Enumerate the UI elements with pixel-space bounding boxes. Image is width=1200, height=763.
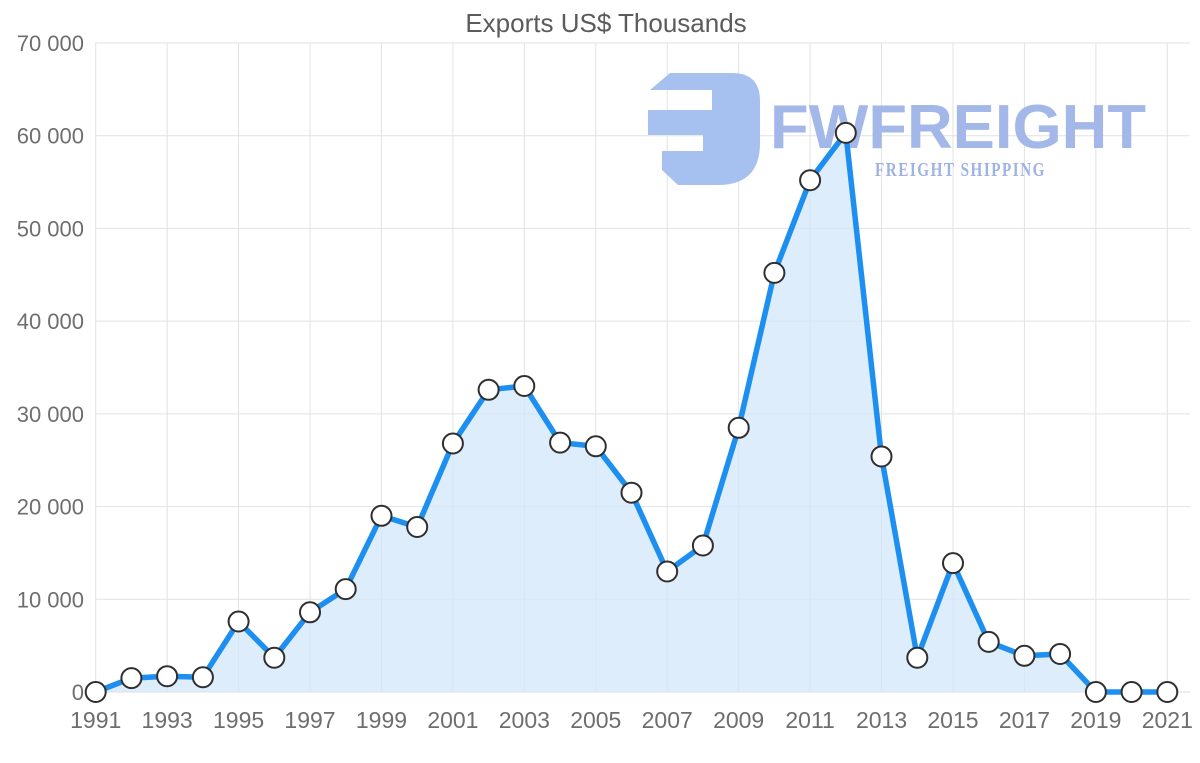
data-point <box>763 261 786 284</box>
data-point <box>441 432 464 455</box>
data-point <box>620 481 643 504</box>
x-tick-label: 1991 <box>70 707 121 733</box>
data-point-markers <box>84 121 1179 703</box>
data-point <box>656 560 679 583</box>
x-tick-label: 2009 <box>713 707 764 733</box>
x-tick-label: 2021 <box>1142 707 1193 733</box>
data-point <box>584 435 607 458</box>
data-point <box>370 504 393 527</box>
watermark: FWFREIGHT FREIGHT SHIPPING <box>648 73 1146 185</box>
data-point <box>549 431 572 454</box>
data-point <box>299 601 321 624</box>
x-tick-label: 2015 <box>927 707 978 733</box>
x-tick-label: 2003 <box>499 707 550 733</box>
data-point <box>84 681 107 703</box>
y-tick-label: 30 000 <box>17 402 84 427</box>
data-point <box>799 169 822 192</box>
data-point <box>477 378 500 401</box>
y-tick-label: 10 000 <box>17 587 84 612</box>
x-tick-label: 1997 <box>284 707 335 733</box>
x-tick-label: 1999 <box>356 707 407 733</box>
data-point <box>191 666 214 689</box>
data-point <box>406 516 429 538</box>
x-tick-label: 1995 <box>213 707 264 733</box>
x-axis-labels: 1991 1993 1995 1997 1999 2001 2003 2005 2007 2009… <box>70 707 1193 733</box>
exports-series <box>92 130 1171 695</box>
y-tick-label: 70 000 <box>17 31 84 56</box>
data-point <box>1013 644 1036 667</box>
data-point <box>263 646 286 669</box>
x-tick-label: 1993 <box>142 707 193 733</box>
data-point <box>1049 643 1072 665</box>
data-point <box>870 445 893 468</box>
data-point <box>906 646 929 669</box>
data-point <box>977 630 1000 653</box>
data-point <box>334 578 357 601</box>
x-tick-label: 2013 <box>856 707 907 733</box>
watermark-tagline-text: FREIGHT SHIPPING <box>875 159 1046 181</box>
x-tick-label: 2011 <box>785 707 834 733</box>
chart-title: Exports US$ Thousands <box>465 8 746 38</box>
data-point <box>727 416 750 439</box>
fwfreight-logo-icon <box>648 73 760 185</box>
x-tick-label: 2005 <box>570 707 621 733</box>
data-point <box>1120 681 1143 703</box>
watermark-brand-text: FWFREIGHT <box>770 93 1146 162</box>
data-point <box>1156 681 1179 703</box>
data-point <box>156 665 179 688</box>
data-point <box>120 667 143 690</box>
data-point <box>513 375 536 397</box>
data-point <box>942 552 964 575</box>
y-tick-label: 50 000 <box>17 216 84 241</box>
y-tick-label: 20 000 <box>17 495 84 520</box>
y-axis-labels: 0 10 000 20 000 30 000 40 000 50 000 60 000 70 … <box>17 31 84 705</box>
data-point <box>227 610 250 633</box>
x-tick-label: 2001 <box>427 707 478 733</box>
data-point <box>691 534 714 557</box>
series-area-fill <box>95 132 1168 692</box>
x-tick-label: 2007 <box>642 707 693 733</box>
y-tick-label: 60 000 <box>17 124 84 149</box>
x-tick-label: 2017 <box>999 707 1050 733</box>
y-tick-label: 40 000 <box>17 309 84 334</box>
y-tick-label: 0 <box>72 680 84 705</box>
data-point <box>1084 681 1107 703</box>
x-tick-label: 2019 <box>1070 707 1121 733</box>
data-point <box>834 121 857 144</box>
